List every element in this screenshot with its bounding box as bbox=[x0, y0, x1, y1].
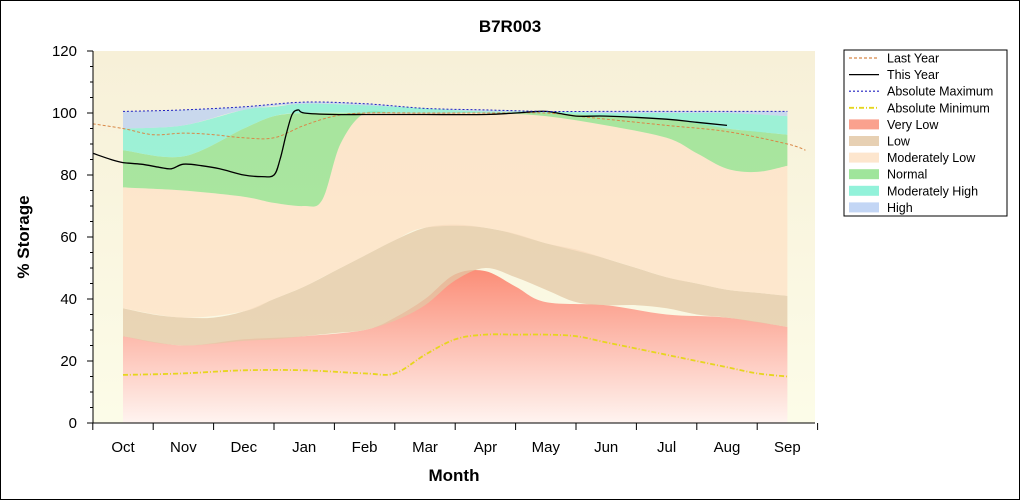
legend: Last Year This Year Absolute Maximum Absolu… bbox=[843, 49, 1008, 217]
legend-label-very-low: Very Low bbox=[887, 118, 939, 132]
axes-layer: 0 20 40 60 80 100 120 Oct Nov Dec Jan Feb Mar Apr May J… bbox=[52, 43, 819, 456]
legend-swatch-moderately-high bbox=[849, 185, 879, 196]
legend-label-last-year: Last Year bbox=[887, 52, 939, 66]
x-tick-label: May bbox=[532, 439, 561, 456]
x-tick-label: Dec bbox=[230, 439, 257, 456]
legend-swatch-moderately-low bbox=[849, 152, 879, 163]
x-tick-label: Aug bbox=[714, 439, 741, 456]
x-tick-label: Mar bbox=[412, 439, 438, 456]
y-tick-label: 20 bbox=[60, 353, 77, 370]
x-tick-label: Oct bbox=[111, 439, 135, 456]
legend-label-this-year: This Year bbox=[887, 68, 939, 82]
band-very-low bbox=[123, 269, 788, 423]
x-tick-label: Sep bbox=[774, 439, 801, 456]
legend-swatch-very-low bbox=[849, 119, 879, 130]
legend-swatch-normal bbox=[849, 169, 879, 180]
band-low bbox=[123, 224, 788, 346]
legend-label-normal: Normal bbox=[887, 168, 927, 182]
x-tick-label: Jan bbox=[292, 439, 316, 456]
legend-label-moderately-low: Moderately Low bbox=[887, 151, 976, 165]
y-tick-label: 100 bbox=[52, 105, 77, 122]
band-moderately-high bbox=[123, 103, 788, 158]
legend-swatch-low bbox=[849, 136, 879, 146]
band-normal bbox=[123, 110, 788, 207]
legend-label-high: High bbox=[887, 201, 913, 215]
legend-label-absolute-maximum: Absolute Maximum bbox=[887, 85, 993, 99]
bands-layer bbox=[123, 101, 788, 423]
series-line-last-year bbox=[93, 112, 806, 151]
y-tick-label: 40 bbox=[60, 291, 77, 308]
x-tick-label: Feb bbox=[352, 439, 378, 456]
series-layer bbox=[93, 101, 806, 378]
chart-title: B7R003 bbox=[479, 17, 541, 36]
x-tick-label: Jun bbox=[594, 439, 618, 456]
series-line-absolute-minimum bbox=[122, 333, 788, 378]
y-tick-label: 60 bbox=[60, 229, 77, 246]
x-axis-label: Month bbox=[429, 466, 480, 485]
legend-swatch-high bbox=[849, 202, 879, 213]
band-moderately-low bbox=[123, 110, 788, 318]
y-tick-label: 120 bbox=[52, 43, 77, 60]
series-line-this-year bbox=[93, 109, 728, 178]
legend-label-moderately-high: Moderately High bbox=[887, 184, 978, 198]
legend-label-absolute-minimum: Absolute Minimum bbox=[887, 101, 990, 115]
y-axis-label: % Storage bbox=[14, 195, 33, 278]
series-line-absolute-maximum bbox=[122, 101, 788, 113]
x-tick-label: Apr bbox=[474, 439, 497, 456]
x-tick-label: Jul bbox=[657, 439, 676, 456]
y-tick-label: 0 bbox=[69, 415, 77, 432]
legend-label-low: Low bbox=[887, 135, 911, 149]
x-tick-label: Nov bbox=[170, 439, 197, 456]
y-tick-label: 80 bbox=[60, 167, 77, 184]
